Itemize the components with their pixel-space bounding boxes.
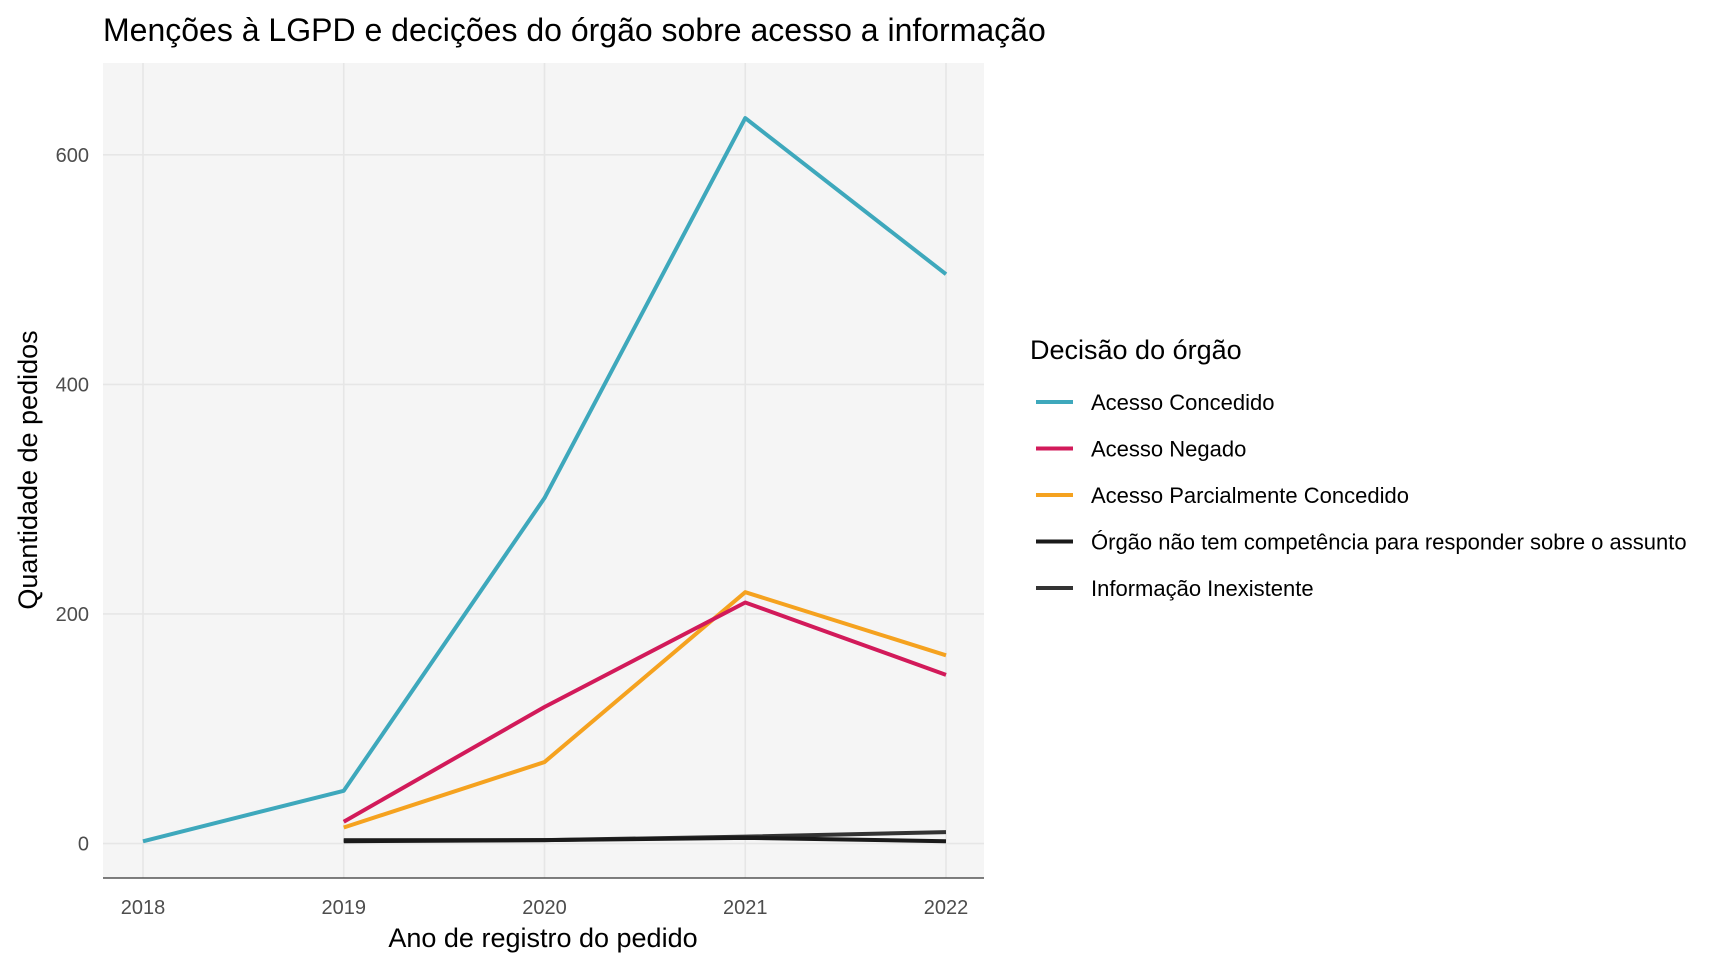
legend-item: Acesso Concedido bbox=[1036, 390, 1274, 415]
legend-item: Órgão não tem competência para responder… bbox=[1036, 530, 1687, 555]
series-lines bbox=[142, 116, 948, 844]
y-tick-label: 200 bbox=[56, 604, 89, 626]
legend-label: Acesso Concedido bbox=[1091, 390, 1274, 415]
y-tick-label: 0 bbox=[78, 834, 89, 856]
series-line-1 bbox=[142, 116, 948, 844]
plot-panel bbox=[103, 63, 984, 878]
y-tick-label: 400 bbox=[56, 374, 89, 396]
x-tick-label: 2019 bbox=[322, 897, 367, 919]
x-tick-label: 2022 bbox=[924, 897, 969, 919]
legend-item: Informação Inexistente bbox=[1036, 576, 1314, 601]
axis-ticks: 2018 2019 2020 2021 2022 0 200 400 600 bbox=[56, 145, 969, 919]
legend-label: Órgão não tem competência para responder… bbox=[1091, 530, 1687, 555]
series-line-3 bbox=[343, 590, 947, 830]
chart-title: Menções à LGPD e decições do órgão sobre… bbox=[103, 12, 1046, 48]
legend: Decisão do órgão Acesso Concedido Acesso … bbox=[1030, 335, 1687, 601]
x-tick-label: 2020 bbox=[522, 897, 567, 919]
x-axis-title: Ano de registro do pedido bbox=[388, 923, 697, 953]
x-tick-label: 2018 bbox=[121, 897, 166, 919]
series-line-2 bbox=[342, 600, 947, 824]
gridlines bbox=[103, 63, 984, 878]
y-axis-title: Quantidade de pedidos bbox=[13, 330, 43, 609]
series-line-4 bbox=[343, 835, 947, 844]
legend-label: Acesso Parcialmente Concedido bbox=[1091, 483, 1409, 508]
legend-item: Acesso Parcialmente Concedido bbox=[1036, 483, 1409, 508]
legend-label: Informação Inexistente bbox=[1091, 576, 1314, 601]
legend-item: Acesso Negado bbox=[1036, 437, 1246, 462]
legend-label: Acesso Negado bbox=[1091, 437, 1246, 462]
legend-title: Decisão do órgão bbox=[1030, 335, 1242, 365]
x-tick-label: 2021 bbox=[723, 897, 768, 919]
y-tick-label: 600 bbox=[56, 145, 89, 167]
